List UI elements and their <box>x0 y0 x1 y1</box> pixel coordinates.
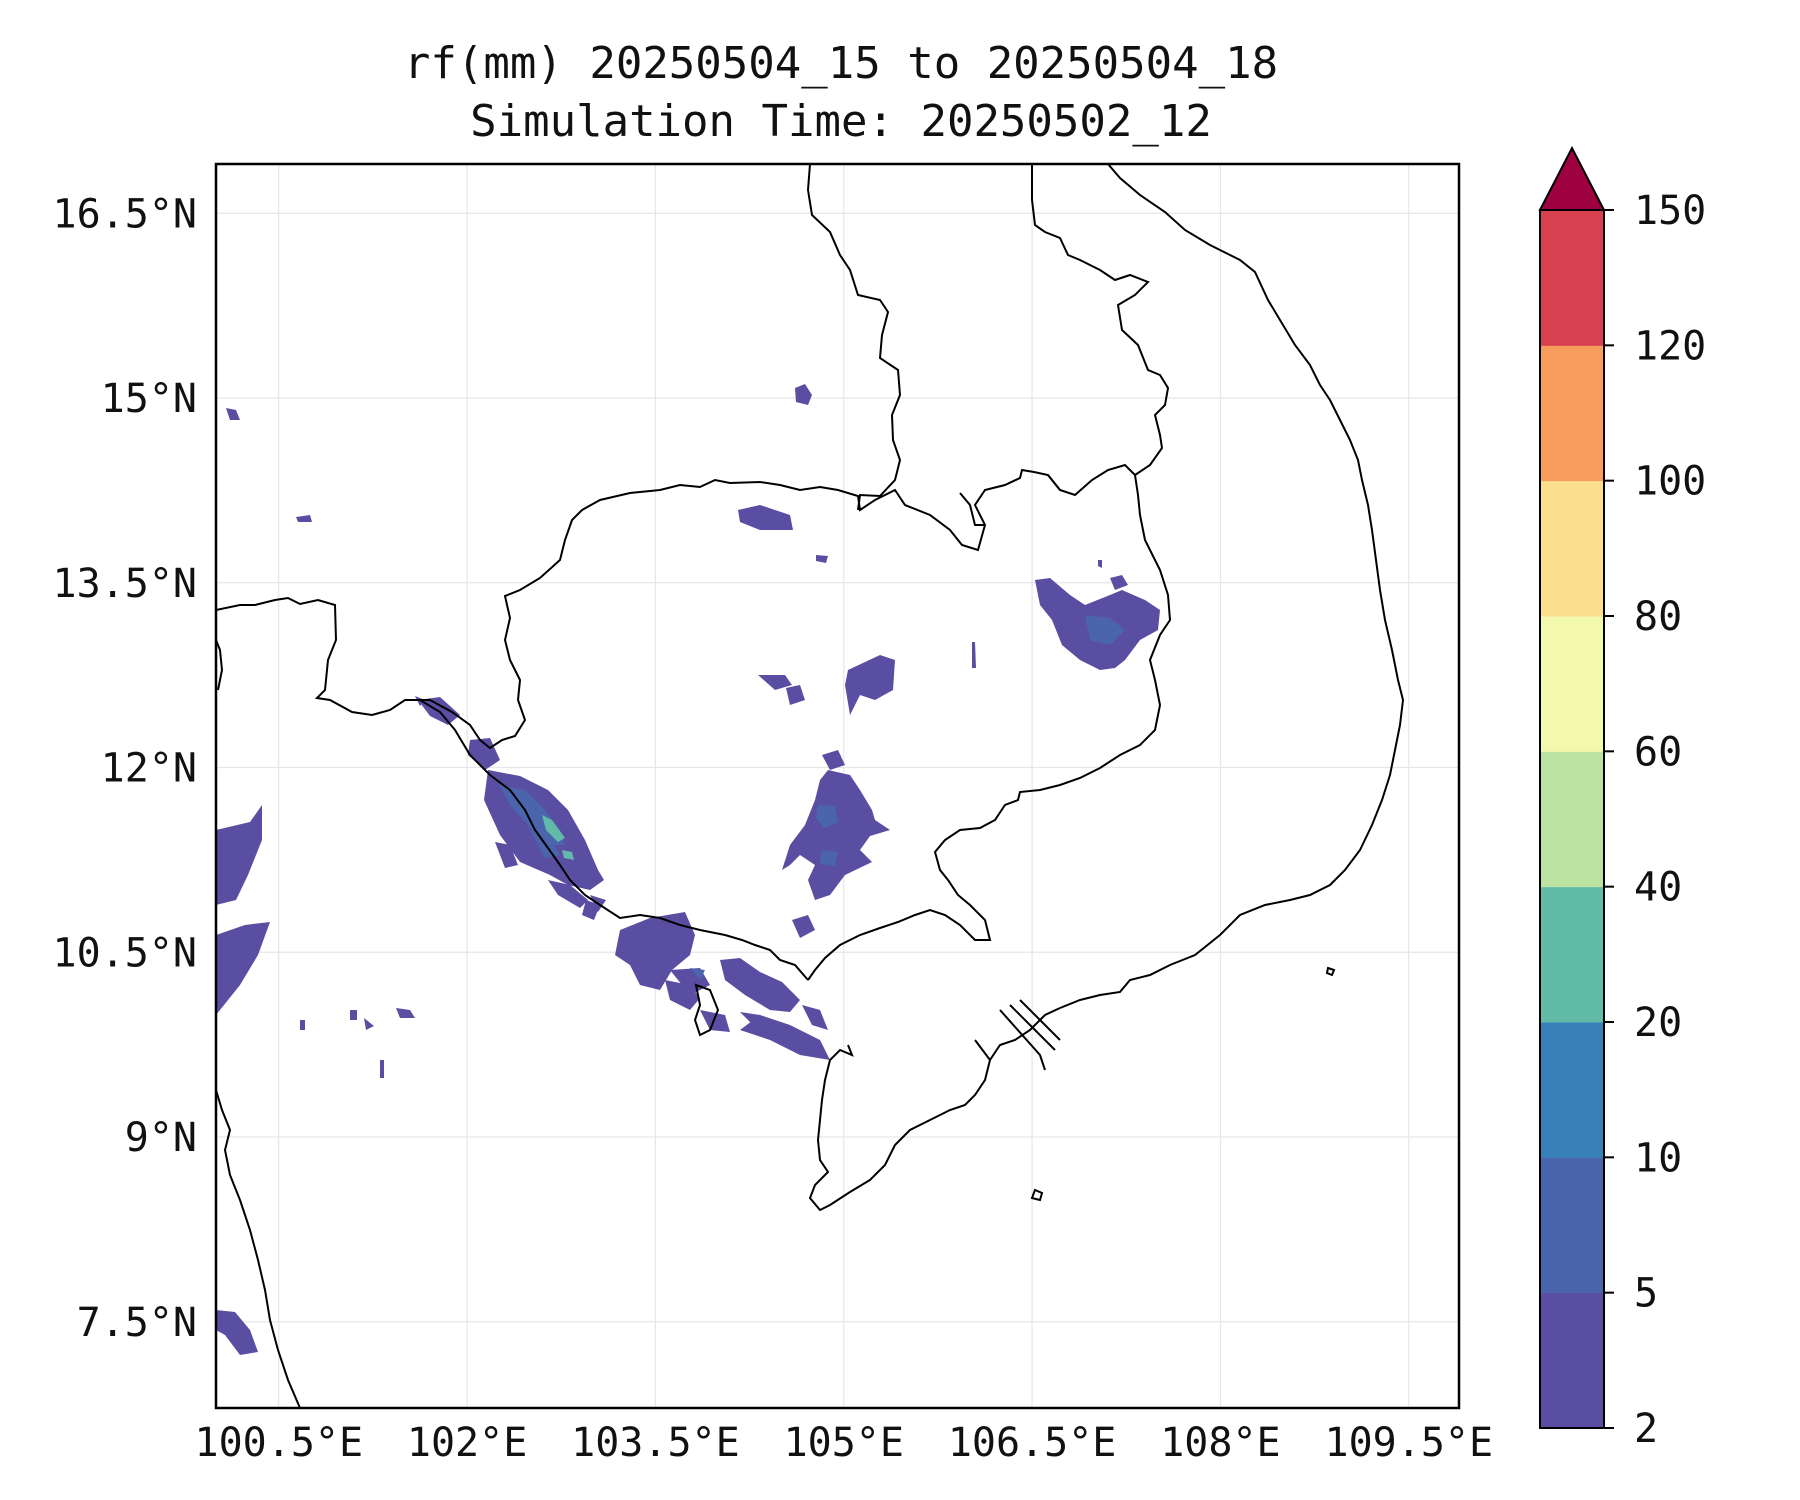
colorbar-frame <box>1539 209 1605 1429</box>
island <box>1325 966 1336 977</box>
border-line <box>806 164 902 511</box>
coast-line <box>999 1009 1046 1071</box>
colorbar-segment <box>1540 1157 1604 1294</box>
rain-area <box>396 1008 415 1018</box>
rain-area-mid <box>820 850 838 866</box>
colorbar-label: 80 <box>1634 594 1682 640</box>
colorbar-segment <box>1540 616 1604 752</box>
rain-area-mid <box>816 805 838 828</box>
border-line <box>1047 474 1061 491</box>
rain-area-high <box>542 815 565 842</box>
rain-area <box>782 770 890 900</box>
rain-area-mid <box>1085 615 1125 645</box>
rain-area <box>740 1015 830 1060</box>
rain-area <box>802 1005 828 1030</box>
lon-tick-label: 105°E <box>784 1420 904 1466</box>
colorbar-extend-arrow <box>1538 145 1606 211</box>
lat-tick-label: 12°N <box>101 746 197 792</box>
colorbar: 2 5 10 20 40 60 80 100 120 150 <box>1538 145 1706 1452</box>
rain-area-mid <box>690 968 705 980</box>
lat-tick-label: 16.5°N <box>53 191 198 237</box>
rain-area <box>364 1018 374 1030</box>
coast-line <box>216 639 224 691</box>
colorbar-label: 10 <box>1634 1135 1682 1181</box>
rainfall-contours-high <box>542 815 574 860</box>
map-subtitle: Simulation Time: 20250502_12 <box>470 96 1212 147</box>
rain-area <box>786 685 805 705</box>
rain-area <box>380 1060 384 1078</box>
lat-tick-label: 15°N <box>101 376 197 422</box>
colorbar-segment <box>1540 1022 1604 1158</box>
axis-ticks: 100.5°E 102°E 103.5°E 105°E 106.5°E 108°E 109.… <box>53 191 1494 1466</box>
lat-tick-label: 10.5°N <box>53 930 198 976</box>
rain-area <box>972 642 976 668</box>
colorbar-label: 5 <box>1634 1271 1658 1317</box>
rain-area <box>822 750 845 770</box>
rain-area <box>548 880 588 908</box>
lon-tick-label: 100.5°E <box>194 1420 363 1466</box>
colorbar-segment <box>1540 480 1604 617</box>
colorbar-label: 60 <box>1634 729 1682 775</box>
rain-area <box>1098 560 1102 568</box>
rain-area <box>226 408 240 420</box>
colorbar-label: 150 <box>1634 188 1706 234</box>
coast-line <box>1059 164 1405 1009</box>
colorbar-label: 2 <box>1634 1406 1658 1452</box>
border-line <box>216 463 1172 981</box>
rain-area <box>300 1020 305 1030</box>
colorbar-label: 40 <box>1634 865 1682 911</box>
coast-line <box>1009 1004 1056 1051</box>
coast-line <box>974 1039 991 1061</box>
rain-area <box>665 980 700 1010</box>
plot-frame <box>214 162 1461 1410</box>
colorbar-segment <box>1540 345 1604 482</box>
colorbar-label: 20 <box>1634 1000 1682 1046</box>
rain-area <box>720 958 800 1012</box>
border-line <box>1031 164 1170 476</box>
island <box>1030 1188 1044 1202</box>
lat-tick-label: 7.5°N <box>77 1300 197 1346</box>
rain-area <box>795 384 812 405</box>
coast-line <box>1019 999 1061 1041</box>
rain-area <box>738 505 793 530</box>
rain-area <box>816 555 828 563</box>
colorbar-label: 100 <box>1634 459 1706 505</box>
lon-tick-label: 103.5°E <box>571 1420 740 1466</box>
coast-line <box>808 1007 1061 1212</box>
rainfall-contours <box>216 384 1160 1355</box>
colorbar-segment <box>1540 886 1604 1023</box>
lon-tick-label: 102°E <box>407 1420 527 1466</box>
rain-area <box>216 922 270 1015</box>
rain-area <box>296 515 312 522</box>
coast-line <box>216 1060 301 1408</box>
coast-line <box>419 699 809 981</box>
colorbar-segment <box>1540 210 1604 346</box>
rain-area <box>216 805 262 905</box>
rain-area <box>700 1010 730 1032</box>
rain-area <box>792 915 815 938</box>
rain-area <box>615 912 695 990</box>
lon-tick-label: 108°E <box>1160 1420 1280 1466</box>
coastlines-and-borders <box>216 164 1405 1408</box>
colorbar-segment <box>1540 751 1604 888</box>
rain-area <box>845 655 895 715</box>
rain-area <box>350 1010 357 1020</box>
rain-area-high <box>562 850 574 860</box>
map-title: rf(mm) 20250504_15 to 20250504_18 <box>403 38 1279 89</box>
lat-tick-label: 9°N <box>125 1115 197 1161</box>
island <box>693 983 720 1037</box>
colorbar-label: 120 <box>1634 323 1706 369</box>
plot-content <box>216 164 1405 1408</box>
rain-area <box>1110 575 1128 590</box>
border-line <box>959 492 985 526</box>
lon-tick-label: 109.5°E <box>1324 1420 1493 1466</box>
rain-area <box>216 1310 258 1355</box>
colorbar-segment <box>1540 1292 1604 1429</box>
rain-area <box>758 675 792 690</box>
rain-area <box>495 842 518 868</box>
lat-tick-label: 13.5°N <box>53 561 198 607</box>
lon-tick-label: 106.5°E <box>948 1420 1117 1466</box>
